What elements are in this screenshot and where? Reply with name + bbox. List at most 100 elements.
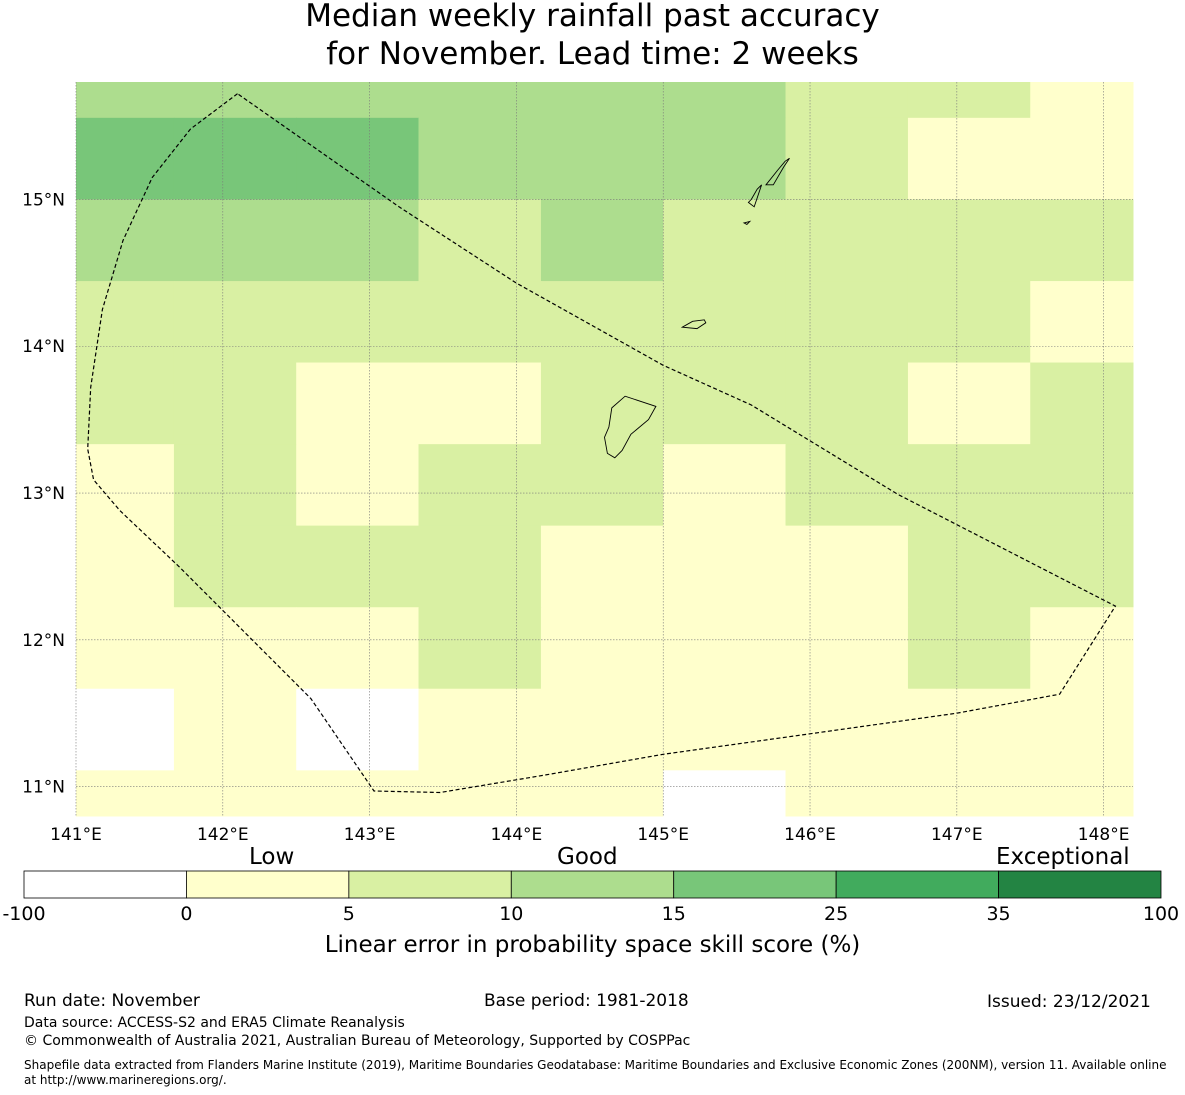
skill-cell bbox=[785, 199, 909, 282]
skill-map: 141°E 142°E 143°E 144°E 145°E 146°E 147°E 148°E… bbox=[22, 82, 1134, 845]
skill-cell bbox=[1030, 688, 1134, 771]
skill-cell bbox=[1030, 117, 1134, 200]
skill-cell bbox=[173, 444, 297, 527]
skill-cell bbox=[76, 770, 175, 817]
skill-cell bbox=[1030, 444, 1134, 527]
skill-cell bbox=[173, 688, 297, 771]
skill-cell bbox=[173, 607, 297, 690]
skill-cell bbox=[663, 281, 787, 364]
skill-cell bbox=[785, 607, 909, 690]
skill-cell bbox=[418, 362, 542, 445]
skill-cell bbox=[540, 362, 664, 445]
issued-date: Issued: 23/12/2021 bbox=[987, 992, 1151, 1012]
skill-cell bbox=[907, 117, 1031, 200]
skill-cell bbox=[785, 688, 909, 771]
category-exceptional: Exceptional bbox=[996, 844, 1130, 870]
skill-cell bbox=[296, 362, 419, 445]
colorbar-tick-label: 10 bbox=[499, 903, 523, 925]
category-low: Low bbox=[249, 844, 295, 870]
skill-cell bbox=[663, 199, 787, 282]
longitude-tick-label: 142°E bbox=[197, 825, 249, 845]
latitude-tick-label: 12°N bbox=[22, 631, 65, 651]
skill-cell bbox=[1030, 607, 1134, 690]
skill-cell bbox=[907, 82, 1031, 119]
island-outline bbox=[765, 157, 790, 186]
colorbar-swatch bbox=[186, 870, 350, 899]
longitude-tick-label: 147°E bbox=[931, 825, 983, 845]
skill-cell bbox=[173, 362, 297, 445]
colorbar: -100 0 5 10 15 25 35 100 bbox=[2, 870, 1179, 925]
island-outline bbox=[604, 395, 657, 459]
skill-cell bbox=[1030, 199, 1134, 282]
colorbar-swatch bbox=[998, 870, 1162, 899]
skill-cell bbox=[296, 607, 419, 690]
skill-cell bbox=[540, 525, 664, 608]
colorbar-swatch bbox=[673, 870, 837, 899]
longitude-tick-label: 144°E bbox=[491, 825, 543, 845]
colorbar-swatch bbox=[835, 870, 999, 899]
skill-cell bbox=[173, 281, 297, 364]
skill-cell bbox=[418, 444, 542, 527]
skill-cell bbox=[907, 281, 1031, 364]
latitude-labels: 11°N 12°N 13°N 14°N 15°N bbox=[22, 190, 65, 797]
latitude-tick-label: 13°N bbox=[22, 484, 65, 504]
skill-cell bbox=[76, 281, 175, 364]
skill-cell bbox=[663, 770, 787, 817]
skill-cell bbox=[418, 525, 542, 608]
skill-cell bbox=[907, 362, 1031, 445]
title-line-1: Median weekly rainfall past accuracy bbox=[305, 0, 880, 34]
skill-cell bbox=[540, 281, 664, 364]
skill-cell bbox=[296, 82, 419, 119]
skill-cell bbox=[76, 362, 175, 445]
base-period: Base period: 1981-2018 bbox=[484, 991, 689, 1011]
skill-cell bbox=[76, 525, 175, 608]
skill-cell bbox=[76, 444, 175, 527]
skill-cell bbox=[907, 607, 1031, 690]
colorbar-tick-label: 15 bbox=[662, 903, 686, 925]
skill-cell bbox=[296, 525, 419, 608]
skill-cell bbox=[296, 770, 419, 817]
skill-cell bbox=[663, 688, 787, 771]
colorbar-label: Linear error in probability space skill … bbox=[324, 932, 861, 958]
colorbar-boxes bbox=[23, 870, 1162, 899]
latitude-tick-label: 11°N bbox=[22, 778, 65, 798]
skill-cell bbox=[418, 688, 542, 771]
skill-cell bbox=[540, 199, 664, 282]
coastlines bbox=[604, 157, 790, 459]
skill-cell bbox=[1030, 281, 1134, 364]
skill-cell bbox=[663, 117, 787, 200]
copyright: © Commonwealth of Australia 2021, Austra… bbox=[24, 1033, 691, 1049]
shapefile-credit: Shapefile data extracted from Flanders M… bbox=[24, 1058, 1167, 1087]
skill-cell bbox=[418, 770, 542, 817]
latitude-tick-label: 14°N bbox=[22, 337, 65, 357]
skill-cell bbox=[663, 444, 787, 527]
colorbar-swatch bbox=[510, 870, 675, 899]
colorbar-tick-label: 5 bbox=[343, 903, 355, 925]
skill-cell bbox=[785, 281, 909, 364]
skill-cell bbox=[663, 362, 787, 445]
skill-cell bbox=[540, 117, 664, 200]
colorbar-tick-label: 100 bbox=[1143, 903, 1179, 925]
skill-cell bbox=[76, 607, 175, 690]
skill-cell bbox=[173, 82, 297, 119]
skill-cell bbox=[76, 199, 175, 282]
skill-cell bbox=[296, 117, 419, 200]
longitude-labels: 141°E 142°E 143°E 144°E 145°E 146°E 147°E 148°E bbox=[50, 825, 1129, 845]
skill-cell bbox=[663, 525, 787, 608]
skill-cell bbox=[540, 444, 664, 527]
island-outline bbox=[680, 319, 707, 330]
graticule bbox=[75, 82, 1133, 816]
colorbar-tick-label: 35 bbox=[986, 903, 1010, 925]
island-outline bbox=[742, 220, 752, 225]
island-outline bbox=[747, 184, 763, 208]
skill-cell bbox=[540, 688, 664, 771]
longitude-tick-label: 148°E bbox=[1078, 825, 1130, 845]
skill-cell bbox=[785, 82, 909, 119]
skill-cell bbox=[785, 444, 909, 527]
skill-cell bbox=[173, 770, 297, 817]
data-source: Data source: ACCESS-S2 and ERA5 Climate … bbox=[24, 1015, 405, 1031]
skill-cell bbox=[76, 82, 175, 119]
longitude-tick-label: 141°E bbox=[50, 825, 102, 845]
skill-cell bbox=[1030, 770, 1134, 817]
colorbar-swatch bbox=[23, 870, 187, 899]
